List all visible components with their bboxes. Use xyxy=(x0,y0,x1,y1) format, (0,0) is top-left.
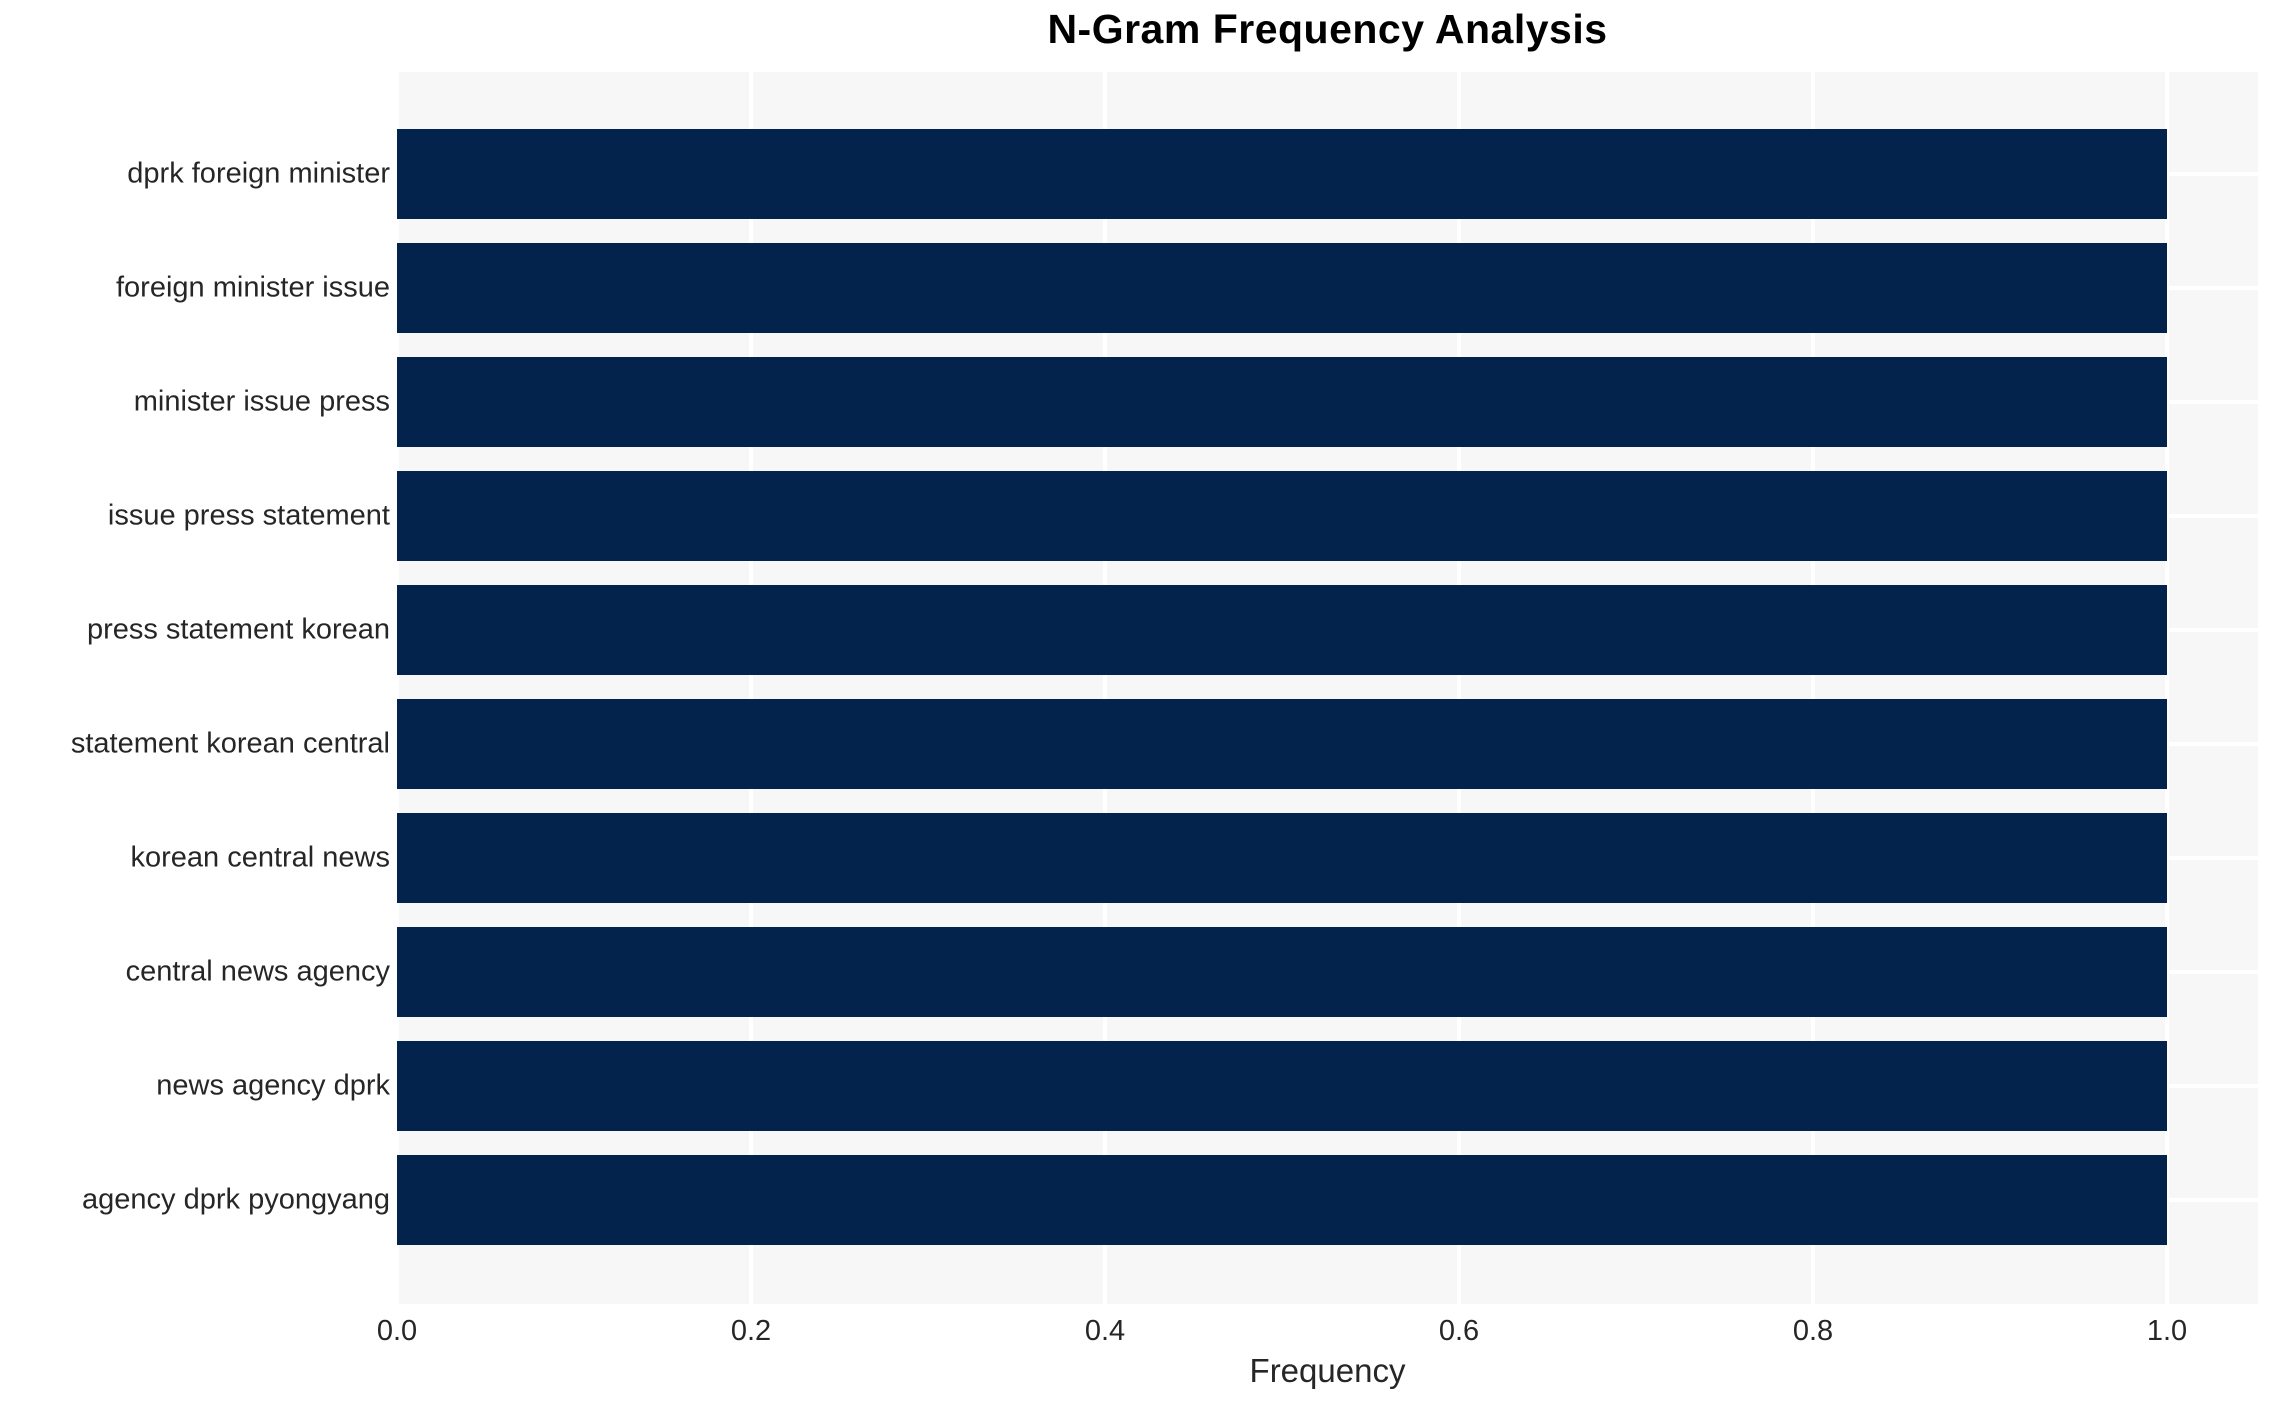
y-tick-label: agency dprk pyongyang xyxy=(82,1183,390,1216)
y-tick-label: press statement korean xyxy=(86,613,390,646)
bar-agency-dprk-pyongyang xyxy=(397,1155,2167,1245)
x-tick-label: 0.6 xyxy=(1438,1315,1480,1347)
vertical-gridline xyxy=(1811,72,1815,1304)
y-tick-label: minister issue press xyxy=(133,385,390,418)
y-tick-label: central news agency xyxy=(125,955,390,988)
plot-area xyxy=(395,72,2258,1304)
vertical-gridline xyxy=(1103,72,1107,1304)
y-tick-label: issue press statement xyxy=(107,499,390,532)
vertical-gridline xyxy=(2165,72,2169,1304)
chart-title: N-Gram Frequency Analysis xyxy=(1047,6,1608,52)
y-tick-label: korean central news xyxy=(130,841,390,874)
bar-korean-central-news xyxy=(397,813,2167,903)
bar-news-agency-dprk xyxy=(397,1041,2167,1131)
y-tick-label: foreign minister issue xyxy=(116,271,390,304)
bar-central-news-agency xyxy=(397,927,2167,1017)
bar-minister-issue-press xyxy=(397,357,2167,447)
bar-dprk-foreign-minister xyxy=(397,129,2167,219)
bar-issue-press-statement xyxy=(397,471,2167,561)
bar-press-statement-korean xyxy=(397,585,2167,675)
y-tick-label: news agency dprk xyxy=(156,1069,390,1102)
y-tick-label: dprk foreign minister xyxy=(127,157,390,190)
vertical-gridline xyxy=(749,72,753,1304)
x-tick-label: 1.0 xyxy=(2146,1315,2188,1347)
vertical-gridline xyxy=(1457,72,1461,1304)
vertical-gridline xyxy=(395,72,399,1304)
x-tick-label: 0.2 xyxy=(730,1315,772,1347)
y-tick-label: statement korean central xyxy=(70,727,390,760)
x-tick-label: 0.4 xyxy=(1084,1315,1126,1347)
bar-statement-korean-central xyxy=(397,699,2167,789)
x-tick-label: 0.8 xyxy=(1792,1315,1834,1347)
bar-foreign-minister-issue xyxy=(397,243,2167,333)
x-tick-label: 0.0 xyxy=(376,1315,418,1347)
x-axis-label: Frequency xyxy=(1249,1352,1406,1389)
